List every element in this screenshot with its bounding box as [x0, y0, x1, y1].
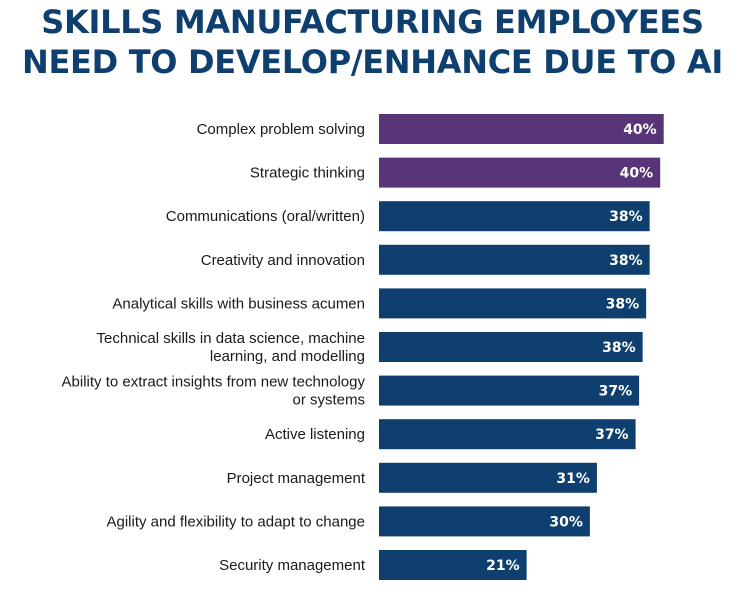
- bar-value-label-3: 38%: [609, 253, 643, 269]
- bar-value-label-6: 37%: [599, 384, 633, 400]
- bar-value-label-9: 30%: [549, 514, 583, 530]
- category-label-9-line-0: Agility and flexibility to adapt to chan…: [107, 513, 366, 530]
- category-label-1-line-0: Strategic thinking: [250, 165, 365, 182]
- bar-value-label-7: 37%: [595, 427, 629, 443]
- category-label-5: Technical skills in data science, machin…: [97, 330, 365, 365]
- category-label-2-line-0: Communications (oral/written): [166, 208, 365, 225]
- category-label-7-line-0: Active listening: [265, 426, 365, 443]
- category-label-2: Communications (oral/written): [166, 208, 365, 225]
- bar-value-label-0: 40%: [623, 122, 657, 138]
- bar-4: [379, 288, 647, 319]
- bar-value-label-5: 38%: [602, 340, 636, 356]
- category-label-3-line-0: Creativity and innovation: [201, 252, 365, 269]
- category-label-6: Ability to extract insights from new tec…: [62, 374, 366, 409]
- category-label-5-line-0: Technical skills in data science, machin…: [97, 330, 365, 347]
- bar-7: [379, 419, 636, 450]
- category-label-0: Complex problem solving: [197, 121, 365, 138]
- category-label-10: Security management: [219, 557, 366, 574]
- bar-1: [379, 157, 661, 188]
- bar-9: [379, 506, 590, 537]
- category-label-9: Agility and flexibility to adapt to chan…: [107, 513, 366, 530]
- bar-10: [379, 550, 527, 580]
- bar-6: [379, 375, 640, 406]
- category-label-3: Creativity and innovation: [201, 252, 365, 269]
- bar-value-label-4: 38%: [606, 296, 640, 312]
- category-label-7: Active listening: [265, 426, 365, 443]
- bar-value-label-2: 38%: [609, 209, 643, 225]
- category-label-8-line-0: Project management: [227, 470, 366, 487]
- category-label-4: Analytical skills with business acumen: [112, 295, 365, 312]
- category-label-10-line-0: Security management: [219, 557, 366, 574]
- category-label-5-line-1: learning, and modelling: [210, 348, 365, 365]
- category-label-1: Strategic thinking: [250, 165, 365, 182]
- bar-0: [379, 114, 664, 144]
- bar-2: [379, 201, 650, 232]
- category-label-4-line-0: Analytical skills with business acumen: [112, 295, 365, 312]
- category-label-0-line-0: Complex problem solving: [197, 121, 365, 138]
- bar-value-label-1: 40%: [620, 166, 654, 182]
- category-label-6-line-0: Ability to extract insights from new tec…: [62, 374, 366, 391]
- chart-title: SKILLS MANUFACTURING EMPLOYEES NEED TO D…: [0, 2, 745, 82]
- bar-value-label-8: 31%: [556, 471, 590, 487]
- bar-5: [379, 332, 643, 362]
- bar-value-label-10: 21%: [486, 558, 520, 574]
- chart-title-line-2: NEED TO DEVELOP/ENHANCE DUE TO AI: [22, 43, 723, 81]
- category-label-8: Project management: [227, 470, 366, 487]
- chart-title-line-1: SKILLS MANUFACTURING EMPLOYEES: [41, 3, 704, 41]
- category-label-6-line-1: or systems: [292, 392, 365, 409]
- bar-3: [379, 244, 650, 275]
- bar-8: [379, 462, 597, 493]
